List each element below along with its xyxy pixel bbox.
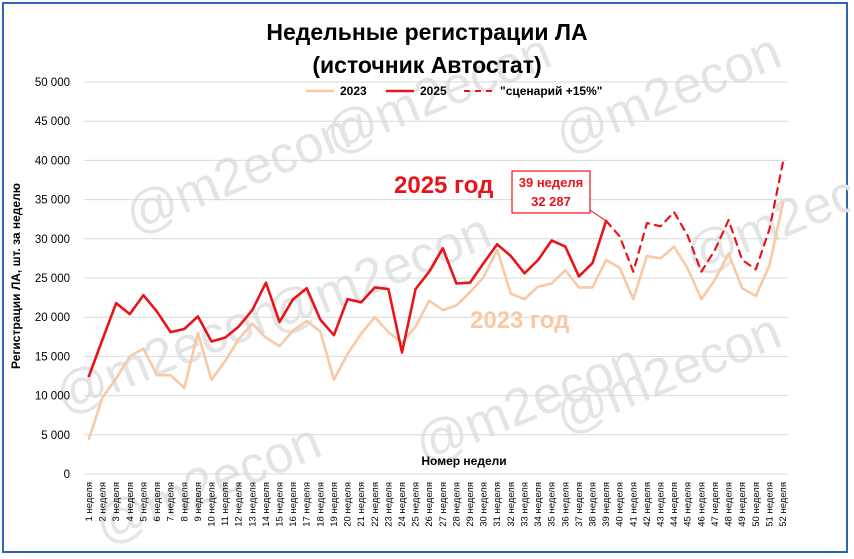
x-tick-label: 19 неделя xyxy=(329,482,340,527)
y-tick-label: 45 000 xyxy=(35,116,70,128)
x-tick-label: 37 неделя xyxy=(574,482,585,527)
x-tick-label: 50 неделя xyxy=(751,482,762,527)
x-axis-ticks: 1 неделя 2 неделя 3 неделя 4 неделя 5 неделя… xyxy=(84,482,789,527)
x-axis-label: Номер недели xyxy=(421,454,506,468)
x-tick-label: 35 неделя xyxy=(547,482,558,527)
x-tick-label: 4 неделя xyxy=(125,482,136,521)
x-tick-label: 2 неделя xyxy=(98,482,109,521)
x-tick-label: 11 неделя xyxy=(220,482,231,526)
x-tick-label: 39 неделя xyxy=(601,482,612,527)
callout-box xyxy=(511,170,591,214)
annotation-2023-label: 2023 год xyxy=(470,307,569,334)
callout-39-week: 39 неделя 32 287 xyxy=(511,170,607,222)
x-tick-label: 49 неделя xyxy=(737,482,748,527)
x-tick-label: 6 неделя xyxy=(152,482,163,521)
x-tick-label: 24 неделя xyxy=(397,482,408,527)
x-tick-label: 22 неделя xyxy=(370,482,381,527)
x-tick-label: 32 неделя xyxy=(506,482,517,527)
x-tick-label: 48 неделя xyxy=(724,482,735,527)
watermark-text: @m2econ xyxy=(257,202,499,345)
x-tick-label: 20 неделя xyxy=(343,482,354,527)
x-tick-label: 7 неделя xyxy=(166,482,177,521)
x-tick-label: 26 неделя xyxy=(424,482,435,527)
x-tick-label: 23 неделя xyxy=(383,482,394,527)
x-tick-label: 13 неделя xyxy=(247,482,258,527)
callout-pointer xyxy=(589,209,607,222)
x-tick-label: 17 неделя xyxy=(302,482,313,527)
series-line-1 xyxy=(87,219,608,378)
x-tick-label: 51 неделя xyxy=(764,482,775,527)
x-tick-label: 52 неделя xyxy=(778,482,789,527)
x-tick-label: 29 неделя xyxy=(465,482,476,527)
x-tick-label: 42 неделя xyxy=(642,482,653,527)
x-tick-label: 41 неделя xyxy=(628,482,639,527)
legend: 2023 2025 "сценарий +15%" xyxy=(306,84,602,98)
x-tick-label: 12 неделя xyxy=(234,482,245,527)
y-tick-label: 15 000 xyxy=(35,351,70,363)
watermark-text: @m2econ xyxy=(47,282,289,425)
x-tick-label: 33 неделя xyxy=(519,482,530,527)
chart-title-line2: (источник Автостат) xyxy=(312,52,541,78)
y-tick-label: 35 000 xyxy=(35,195,70,207)
y-tick-label: 30 000 xyxy=(35,234,70,246)
y-tick-label: 50 000 xyxy=(35,77,70,89)
chart-canvas: @m2econ@m2econ@m2econ@m2econ@m2econ@m2ec… xyxy=(9,19,850,555)
x-tick-label: 40 неделя xyxy=(615,482,626,527)
series-line-0 xyxy=(87,201,785,441)
x-tick-label: 46 неделя xyxy=(696,482,707,527)
x-tick-label: 14 неделя xyxy=(261,482,272,527)
x-tick-label: 27 неделя xyxy=(438,482,449,527)
y-tick-label: 10 000 xyxy=(35,391,70,403)
annotation-2025-label: 2025 год xyxy=(394,172,493,199)
x-tick-label: 30 неделя xyxy=(479,482,490,527)
y-tick-label: 40 000 xyxy=(35,155,70,167)
x-tick-label: 1 неделя xyxy=(84,482,95,521)
y-tick-label: 25 000 xyxy=(35,273,70,285)
series-layer xyxy=(87,160,785,441)
x-tick-label: 16 неделя xyxy=(288,482,299,527)
y-tick-label: 0 xyxy=(64,469,70,481)
x-tick-label: 36 неделя xyxy=(560,482,571,527)
x-tick-label: 21 неделя xyxy=(356,482,367,527)
x-tick-label: 34 неделя xyxy=(533,482,544,527)
x-tick-label: 9 неделя xyxy=(193,482,204,521)
x-tick-label: 47 неделя xyxy=(710,482,721,527)
x-tick-label: 25 неделя xyxy=(411,482,422,527)
x-tick-label: 45 неделя xyxy=(683,482,694,527)
y-tick-label: 5 000 xyxy=(41,430,70,442)
series-line-2 xyxy=(604,160,785,273)
gridlines xyxy=(84,81,788,475)
callout-value-label: 32 287 xyxy=(531,194,571,209)
x-tick-label: 3 неделя xyxy=(111,482,122,521)
watermark-layer: @m2econ@m2econ@m2econ@m2econ@m2econ@m2ec… xyxy=(47,22,850,555)
legend-label-2025: 2025 xyxy=(420,84,447,98)
y-tick-label: 20 000 xyxy=(35,312,70,324)
legend-label-scenario: "сценарий +15%" xyxy=(500,84,602,98)
watermark-text: @m2econ xyxy=(677,142,850,285)
y-axis-label: Регистрации ЛА, шт. за неделю xyxy=(9,183,23,369)
x-tick-label: 31 неделя xyxy=(492,482,503,527)
x-tick-label: 28 неделя xyxy=(451,482,462,527)
callout-week-label: 39 неделя xyxy=(519,175,583,190)
x-tick-label: 18 неделя xyxy=(315,482,326,527)
x-tick-label: 10 неделя xyxy=(206,482,217,527)
x-tick-label: 38 неделя xyxy=(587,482,598,527)
x-tick-label: 44 неделя xyxy=(669,482,680,527)
legend-label-2023: 2023 xyxy=(340,84,367,98)
x-tick-label: 15 неделя xyxy=(275,482,286,527)
x-tick-label: 5 неделя xyxy=(138,482,149,521)
y-axis-ticks: 0 5 000 10 000 15 000 20 000 25 000 30 000 35 0… xyxy=(35,77,70,481)
chart-title-line1: Недельные регистрации ЛА xyxy=(266,19,587,45)
x-tick-label: 8 неделя xyxy=(179,482,190,521)
x-tick-label: 43 неделя xyxy=(656,482,667,527)
